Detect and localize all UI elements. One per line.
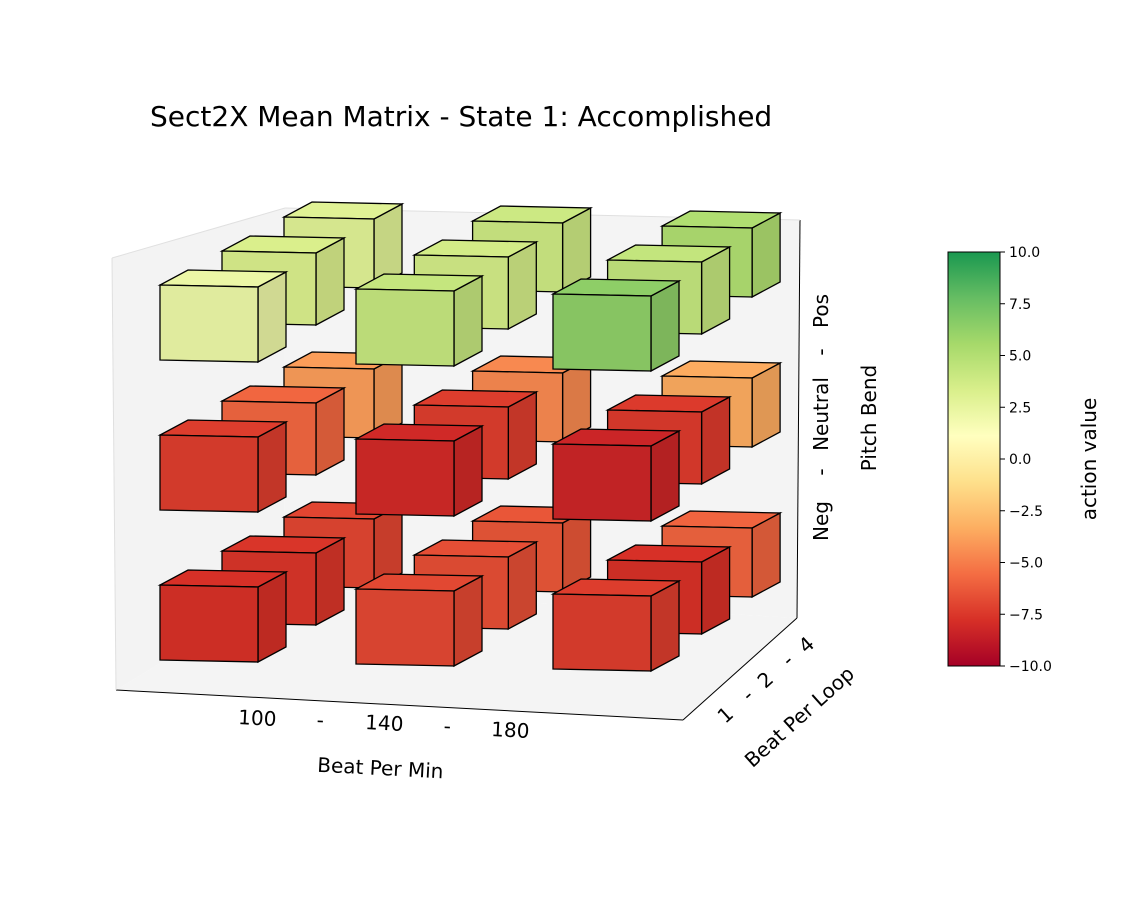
bar-cube	[353, 273, 485, 368]
bar-cube-front	[552, 443, 652, 522]
bar-cube-side	[257, 570, 287, 664]
bar-cube	[157, 419, 289, 514]
colorbar-tick-label: −10.0	[1009, 659, 1052, 675]
bar-cube	[550, 278, 682, 373]
colorbar-tick-label: 2.5	[1009, 400, 1031, 416]
bar-cube-side	[453, 574, 483, 668]
colorbar-tick-label: 0.0	[1009, 452, 1031, 468]
z-axis-label: Pitch Bend	[857, 365, 881, 471]
y-tick-1: -	[737, 683, 758, 706]
bar-cube-front	[159, 434, 259, 513]
bar-cube	[550, 428, 682, 523]
x-tick-2: 140	[365, 710, 404, 736]
bar-cube	[157, 569, 289, 664]
z-tick-1: -	[809, 468, 833, 475]
x-axis-ticks: 100 - 140 - 180	[238, 705, 530, 743]
x-tick-3: -	[443, 714, 451, 738]
bar-cubes	[157, 201, 783, 673]
y-tick-2: 2	[753, 667, 779, 693]
bar-cube	[353, 573, 485, 668]
bar-cube-front	[159, 584, 259, 663]
bar-cube	[353, 423, 485, 518]
colorbar-tick-label: −5.0	[1009, 556, 1043, 572]
x-axis-line	[115, 689, 684, 721]
y-tick-0: 1	[713, 702, 739, 728]
z-tick-3: -	[809, 348, 833, 355]
bar-cube-side	[650, 429, 680, 523]
x-axis-label: Beat Per Min	[317, 753, 444, 784]
bar-cube-front	[552, 293, 652, 372]
bar-cube-side	[650, 579, 680, 673]
bar-cube	[550, 578, 682, 673]
colorbar-tick-label: 7.5	[1009, 297, 1031, 313]
chart-title: Sect2X Mean Matrix - State 1: Accomplish…	[150, 100, 772, 133]
colorbar-tick-label: 5.0	[1009, 349, 1031, 365]
y-axis-line	[682, 617, 798, 721]
bar-cube-side	[257, 420, 287, 514]
colorbar-tick-label: −7.5	[1009, 607, 1043, 623]
colorbar-ticks: 10.0 7.5 5.0 2.5 0.0 −2.5 −5.0 −7.5 −10.0	[1000, 245, 1052, 675]
z-tick-2: Neutral	[809, 377, 833, 451]
bar-cube-side	[453, 274, 483, 368]
colorbar-fill	[947, 251, 1001, 667]
x-tick-1: -	[316, 708, 324, 732]
z-tick-0: Neg	[809, 501, 833, 541]
x-tick-4: 180	[491, 717, 530, 743]
bar-cube-side	[650, 279, 680, 373]
x-tick-0: 100	[238, 705, 277, 731]
bar-cube	[157, 269, 289, 364]
z-axis-line	[796, 219, 801, 619]
bar-cube-side	[453, 424, 483, 518]
bar-cube-front	[355, 438, 455, 517]
y-tick-4: 4	[794, 632, 820, 658]
pane-edge-left	[111, 257, 117, 691]
z-tick-4: Pos	[809, 294, 833, 328]
bar-cube-front	[552, 593, 652, 672]
colorbar-label: action value	[1077, 398, 1101, 521]
bar-cube-side	[257, 270, 287, 364]
y-tick-3: -	[777, 648, 798, 671]
colorbar-tick-label: 10.0	[1009, 245, 1040, 261]
bar-cube-front	[159, 284, 259, 363]
bar-cube-front	[355, 288, 455, 367]
bar-cube-front	[355, 588, 455, 667]
bar-cube	[219, 385, 347, 477]
colorbar-tick-label: −2.5	[1009, 504, 1043, 520]
colorbar: 10.0 7.5 5.0 2.5 0.0 −2.5 −5.0 −7.5 −10.0 action…	[947, 245, 1101, 675]
z-axis-ticks: Neg - Neutral - Pos	[809, 294, 833, 541]
pane-edge-top-left	[111, 207, 286, 259]
